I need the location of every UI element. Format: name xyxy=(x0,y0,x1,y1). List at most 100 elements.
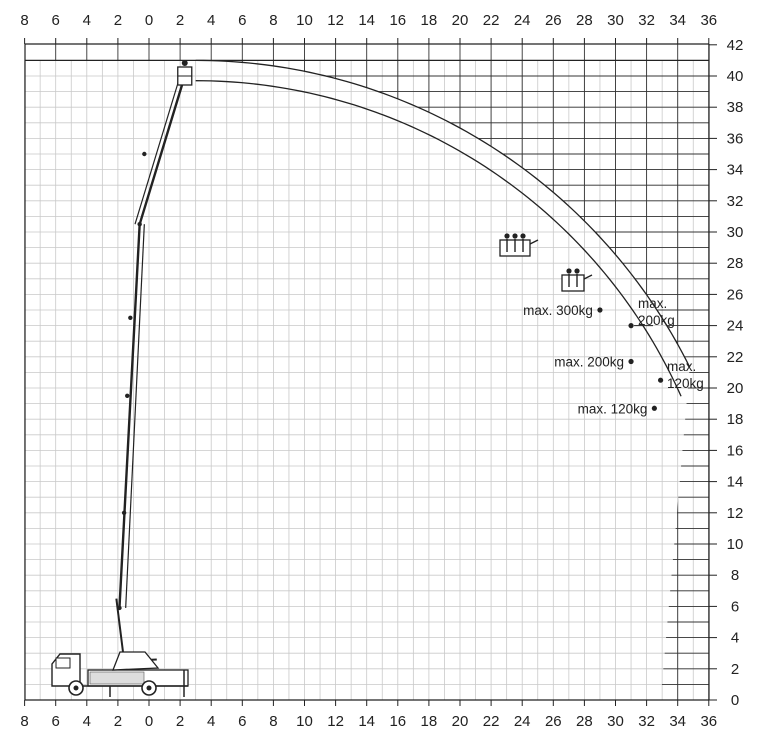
x-tick-label-top: 8 xyxy=(269,12,277,29)
load-points xyxy=(597,307,664,411)
x-tick-label-top: 8 xyxy=(20,12,28,29)
load-point xyxy=(628,358,634,365)
label-outer-120: 120kg xyxy=(667,376,704,391)
aerial-platform-truck xyxy=(51,60,593,697)
x-tick-label-bottom: 26 xyxy=(545,713,562,730)
x-tick-label-top: 6 xyxy=(52,12,60,29)
x-tick-label-top: 32 xyxy=(638,12,655,29)
platform-person xyxy=(566,268,572,274)
x-tick-label-top: 16 xyxy=(389,12,406,29)
x-tick-label-bottom: 18 xyxy=(421,713,438,730)
x-tick-label-bottom: 4 xyxy=(207,713,215,730)
y-tick-label: 14 xyxy=(727,474,744,491)
y-tick-label: 36 xyxy=(727,130,744,147)
x-tick-label-bottom: 20 xyxy=(452,713,469,730)
truck-hub xyxy=(73,685,79,691)
y-tick-label: 38 xyxy=(727,99,744,116)
x-tick-label-bottom: 12 xyxy=(327,713,344,730)
y-tick-label: 18 xyxy=(727,411,744,428)
platform-arm xyxy=(583,274,593,280)
x-tick-label-top: 14 xyxy=(358,12,375,29)
truck-hub xyxy=(146,685,152,691)
x-tick-label-bottom: 24 xyxy=(514,713,531,730)
label-outer-200: max. xyxy=(638,296,667,311)
y-tick-label: 42 xyxy=(727,37,744,54)
y-tick-label: 32 xyxy=(727,193,744,210)
boom-joint xyxy=(128,315,133,320)
truck-window xyxy=(55,657,71,669)
chart-frame xyxy=(24,38,717,706)
x-tick-label-bottom: 6 xyxy=(52,713,60,730)
x-tick-label-top: 20 xyxy=(452,12,469,29)
y-tick-label: 40 xyxy=(727,68,744,85)
x-tick-label-bottom: 28 xyxy=(576,713,593,730)
fine-grid xyxy=(24,60,710,701)
x-tick-label-top: 28 xyxy=(576,12,593,29)
y-tick-label: 20 xyxy=(727,380,744,397)
x-tick-label-bottom: 14 xyxy=(358,713,375,730)
platform-person xyxy=(504,233,510,239)
boom-inner xyxy=(125,224,145,608)
x-tick-label-bottom: 10 xyxy=(296,713,313,730)
x-tick-label-top: 2 xyxy=(176,12,184,29)
platform-operator xyxy=(181,60,188,66)
truck-storage xyxy=(89,671,145,685)
jib-inner xyxy=(134,75,181,225)
y-tick-label: 10 xyxy=(727,536,744,553)
platform-person xyxy=(574,268,580,274)
x-tick-label-bottom: 22 xyxy=(483,713,500,730)
label-inner-300: max. 300kg xyxy=(523,303,593,318)
platform-arm xyxy=(529,239,539,245)
boom-joint xyxy=(142,151,147,157)
x-tick-label-top: 4 xyxy=(83,12,91,29)
x-tick-label-top: 26 xyxy=(545,12,562,29)
x-tick-label-top: 36 xyxy=(700,12,717,29)
load-point xyxy=(657,377,664,383)
x-tick-label-top: 10 xyxy=(296,12,313,29)
y-tick-label: 6 xyxy=(731,598,739,615)
x-tick-label-top: 34 xyxy=(669,12,686,29)
boom-joint xyxy=(121,510,127,515)
y-tick-label: 28 xyxy=(727,255,744,272)
y-tick-label: 34 xyxy=(727,162,744,179)
load-labels: max. 300kg max. 200kg max. 120kg max. 200kg m… xyxy=(523,296,704,416)
turret xyxy=(112,651,160,671)
platform-person xyxy=(512,233,518,239)
x-tick-label-top: 30 xyxy=(607,12,624,29)
x-tick-label-bottom: 34 xyxy=(669,713,686,730)
x-tick-label-bottom: 36 xyxy=(700,713,717,730)
x-tick-label-top: 4 xyxy=(207,12,215,29)
load-point xyxy=(597,307,603,313)
boom-joint xyxy=(137,222,142,227)
x-tick-label-top: 18 xyxy=(421,12,438,29)
y-tick-label: 12 xyxy=(727,505,744,522)
y-tick-label: 26 xyxy=(727,286,744,303)
y-tick-label: 16 xyxy=(727,442,744,459)
x-tick-label-bottom: 0 xyxy=(145,713,153,730)
x-tick-label-bottom: 16 xyxy=(389,713,406,730)
outer-envelope xyxy=(195,59,691,368)
x-tick-label-top: 6 xyxy=(238,12,246,29)
x-tick-label-bottom: 4 xyxy=(83,713,91,730)
x-tick-label-top: 24 xyxy=(514,12,531,29)
y-tick-label: 22 xyxy=(727,349,744,366)
x-tick-label-bottom: 6 xyxy=(238,713,246,730)
x-tick-label-bottom: 2 xyxy=(114,713,122,730)
y-tick-label: 24 xyxy=(727,318,744,335)
x-tick-label-top: 12 xyxy=(327,12,344,29)
axis-tick-labels: 8866442200224466881010121214141616181820… xyxy=(20,12,743,730)
x-tick-label-bottom: 30 xyxy=(607,713,624,730)
x-tick-label-top: 22 xyxy=(483,12,500,29)
x-tick-label-bottom: 8 xyxy=(20,713,28,730)
reach-envelopes xyxy=(195,59,691,397)
x-tick-label-bottom: 32 xyxy=(638,713,655,730)
y-tick-label: 30 xyxy=(727,224,744,241)
label-inner-200: max. 200kg xyxy=(554,354,624,369)
x-tick-label-bottom: 8 xyxy=(269,713,277,730)
label-inner-120: max. 120kg xyxy=(578,401,648,416)
load-point xyxy=(628,323,634,329)
x-tick-label-top: 0 xyxy=(145,12,153,29)
x-tick-label-bottom: 2 xyxy=(176,713,184,730)
boom-joint xyxy=(125,393,130,398)
